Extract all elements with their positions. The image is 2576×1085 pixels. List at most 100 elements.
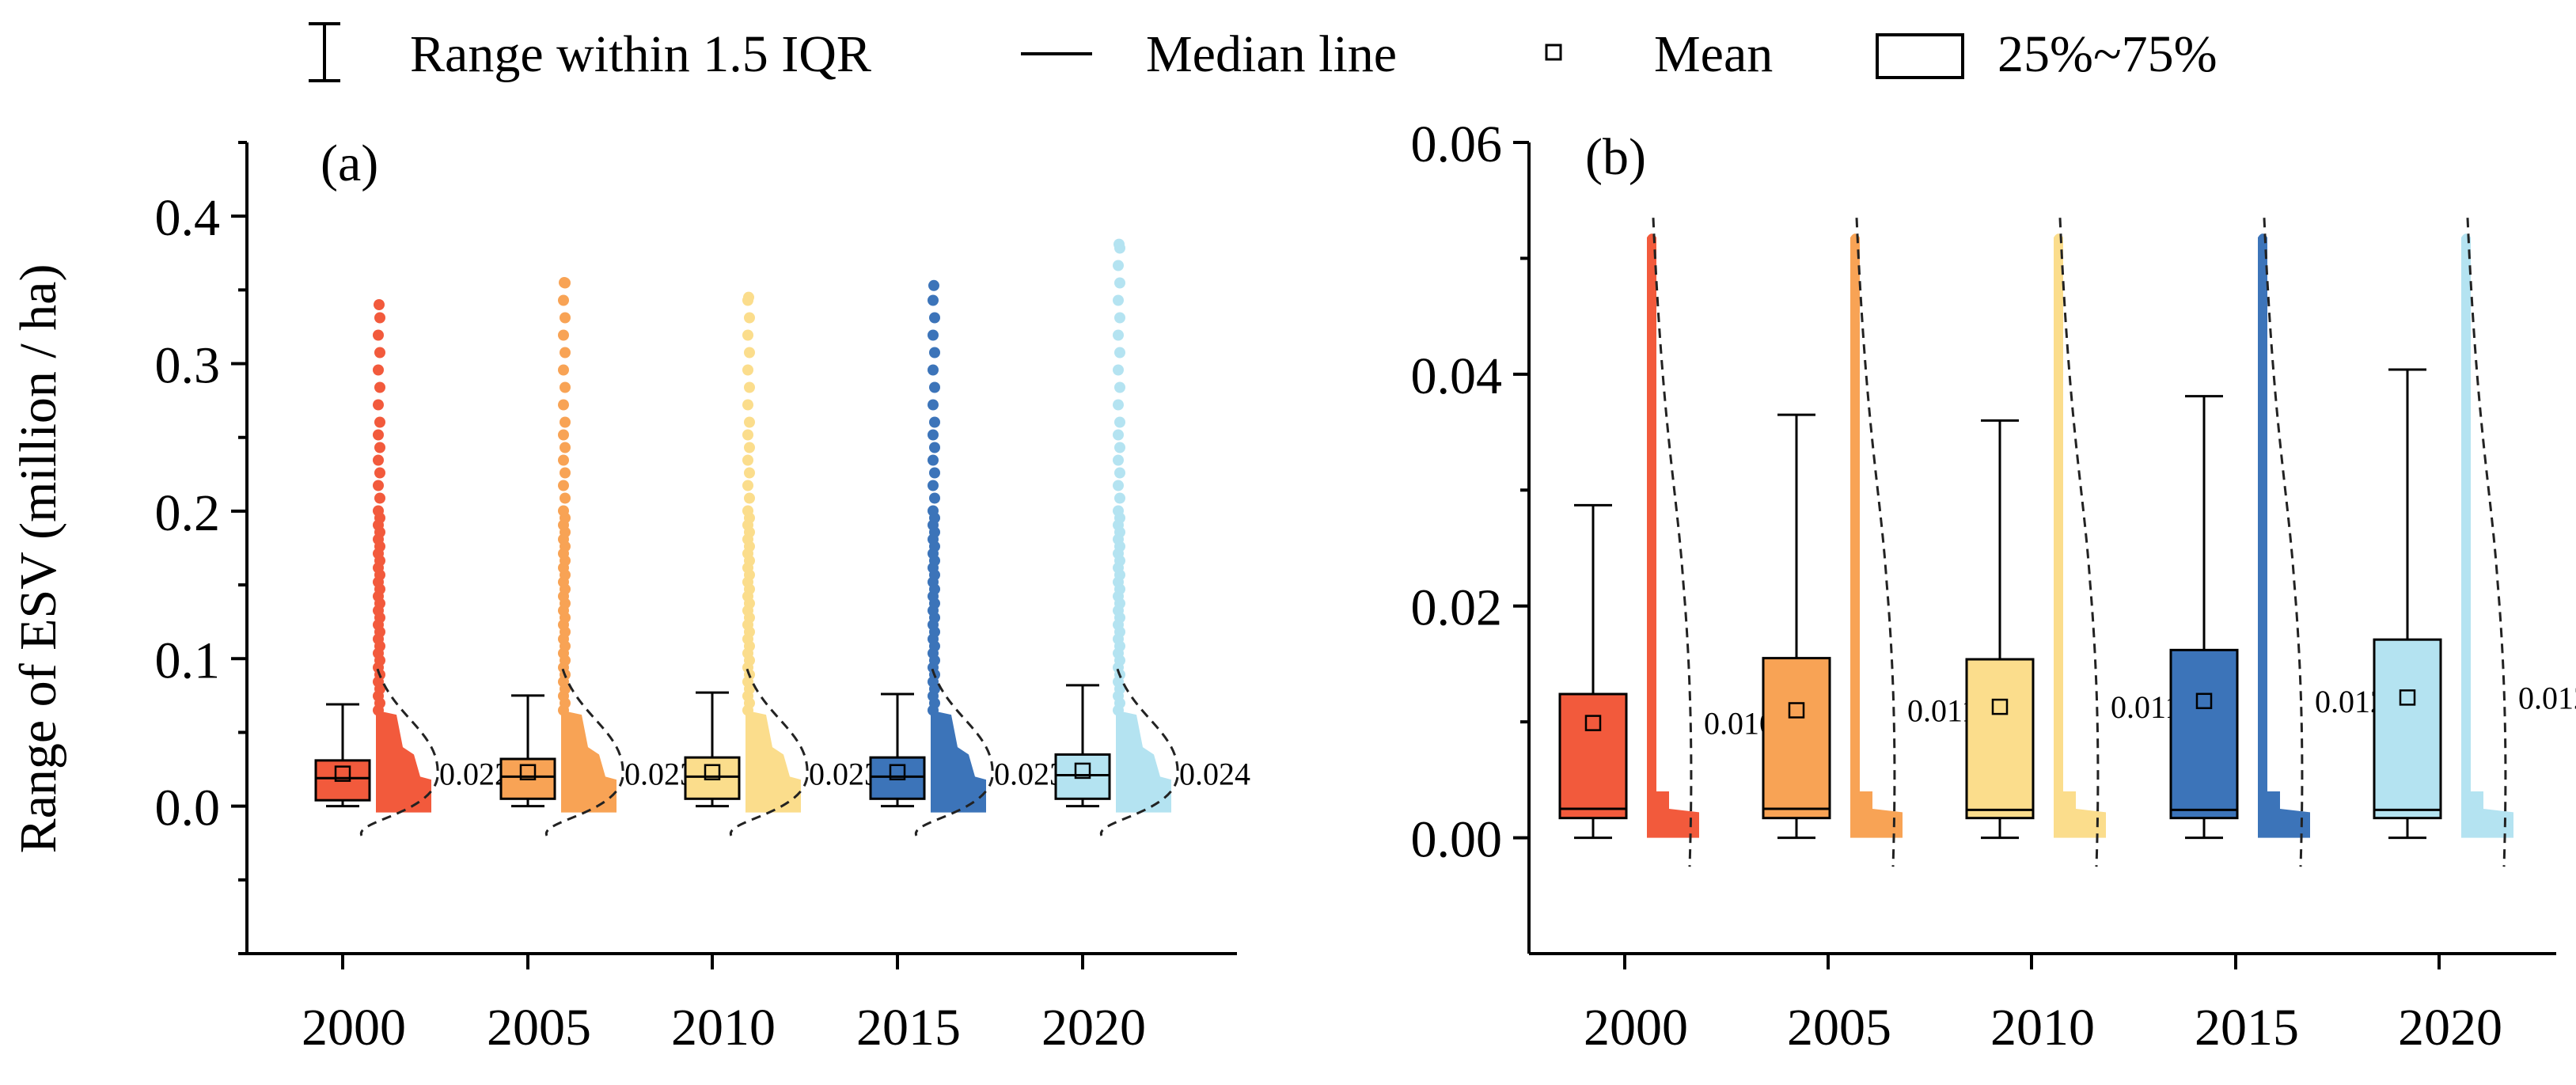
scatter-point (929, 416, 940, 428)
panel-a: 0.0 0.1 0.2 0.3 0.4 2000 2005 2010 2015 2020 0.02… (9, 135, 1250, 1057)
density-curve (2058, 218, 2100, 867)
scatter-point (742, 329, 753, 341)
panel-a-y-tick-label: 0.4 (155, 189, 221, 247)
scatter-dense (2258, 233, 2310, 838)
scatter-point (373, 399, 384, 411)
scatter-point (928, 279, 939, 291)
mean-marker (2399, 689, 2416, 706)
legend-range-label: Range within 1.5 IQR (410, 25, 871, 83)
iqr-box (684, 756, 741, 800)
iqr-box (1762, 657, 1831, 820)
panel-b-series-2010: 0.011 (1965, 218, 2181, 867)
scatter-cloud (1850, 233, 1903, 838)
scatter-dense (1116, 710, 1171, 813)
panel-b-y-tick-label: 0.00 (1411, 811, 1503, 869)
scatter-point (742, 399, 753, 411)
scatter-point (744, 347, 755, 359)
scatter-point (1113, 260, 1124, 271)
scatter-point (559, 277, 570, 289)
scatter-dense (931, 710, 986, 813)
scatter-point (374, 381, 385, 393)
density-peak-label: 0.023 (809, 757, 880, 792)
scatter-point (1114, 442, 1125, 453)
panel-a-marks: 0.022 0.023 0.023 0.023 0.024 (314, 238, 1250, 837)
scatter-point (1114, 381, 1125, 393)
density-curve (2263, 218, 2304, 867)
scatter-point (1113, 329, 1124, 341)
panel-a-series-2005: 0.023 (499, 277, 696, 837)
mean-marker (2195, 692, 2213, 710)
scatter-point (928, 429, 939, 441)
scatter-point (560, 347, 571, 359)
scatter-point (1113, 480, 1124, 491)
scatter-cloud (558, 277, 616, 813)
scatter-point (743, 291, 754, 303)
scatter-point (742, 505, 753, 517)
scatter-point (374, 416, 385, 428)
panel-a-y-tick-label: 0.1 (155, 632, 221, 689)
scatter-point (928, 294, 939, 306)
panel-a-x-tick-label: 2005 (487, 999, 591, 1057)
scatter-point (929, 347, 940, 359)
density-curve (1100, 668, 1179, 837)
scatter-point (374, 492, 385, 504)
scatter-point (558, 329, 569, 341)
scatter-point (929, 467, 940, 479)
scatter-point (742, 364, 753, 376)
density-curve (545, 668, 624, 837)
panel-b-label: (b) (1585, 128, 1646, 186)
density-curve (1855, 218, 1896, 867)
legend: Range within 1.5 IQR Median line Mean 25… (309, 22, 2217, 83)
scatter-point (928, 480, 939, 491)
scatter-point (1114, 492, 1125, 504)
scatter-point (744, 381, 755, 393)
scatter-point (928, 364, 939, 376)
iqr-box (1558, 692, 1628, 820)
scatter-point (742, 454, 753, 466)
scatter-point (1114, 312, 1125, 324)
panel-a-label: (a) (321, 135, 378, 192)
scatter-point (560, 442, 571, 453)
panel-a-axes: 0.0 0.1 0.2 0.3 0.4 2000 2005 2010 2015 2020 (155, 141, 1237, 1057)
legend-box-label: 25%~75% (1997, 25, 2217, 83)
scatter-point (558, 454, 569, 466)
density-curve (1652, 218, 1693, 867)
iqr-box (869, 756, 926, 800)
panel-a-series-2010: 0.023 (684, 291, 880, 837)
panel-a-y-tick-label: 0.2 (155, 484, 221, 542)
density-peak-label: 0.024 (1179, 757, 1250, 792)
panel-b-series-2000: 0.010 (1558, 218, 1775, 867)
scatter-point (744, 312, 755, 324)
scatter-dense (2054, 233, 2106, 838)
density-peak-label: 0.023 (994, 757, 1065, 792)
scatter-point (1114, 467, 1125, 479)
panel-a-x-tick-label: 2000 (302, 999, 406, 1057)
scatter-point (1113, 505, 1124, 517)
panel-b-y-tick-label: 0.02 (1411, 579, 1503, 637)
scatter-point (1113, 399, 1124, 411)
legend-median-label: Median line (1146, 25, 1397, 83)
density-peak-label: 0.022 (439, 757, 510, 792)
scatter-point (373, 505, 384, 517)
scatter-cloud (2461, 233, 2513, 838)
scatter-point (928, 454, 939, 466)
panel-b-y-tick-label: 0.06 (1411, 116, 1503, 173)
panel-a-series-2020: 0.024 (1054, 238, 1250, 837)
scatter-point (1113, 429, 1124, 441)
panel-b-x-tick-label: 2010 (1990, 999, 2095, 1057)
panel-a-y-tick-label: 0.3 (155, 337, 221, 395)
density-peak-label: 0.012 (2518, 680, 2576, 715)
scatter-point (373, 429, 384, 441)
scatter-point (1114, 347, 1125, 359)
scatter-point (374, 442, 385, 453)
scatter-point (929, 442, 940, 453)
mean-marker (1788, 702, 1805, 719)
scatter-point (744, 492, 755, 504)
panel-a-x-tick-label: 2010 (671, 999, 776, 1057)
density-curve (730, 668, 809, 837)
scatter-point (374, 299, 385, 310)
panel-b-axes: 0.00 0.02 0.04 0.06 2000 2005 2010 2015 2020 (1411, 116, 2556, 1057)
panel-b-series-2020: 0.012 (2373, 218, 2576, 867)
legend-box-icon (1876, 33, 1964, 79)
mean-marker (334, 765, 351, 782)
